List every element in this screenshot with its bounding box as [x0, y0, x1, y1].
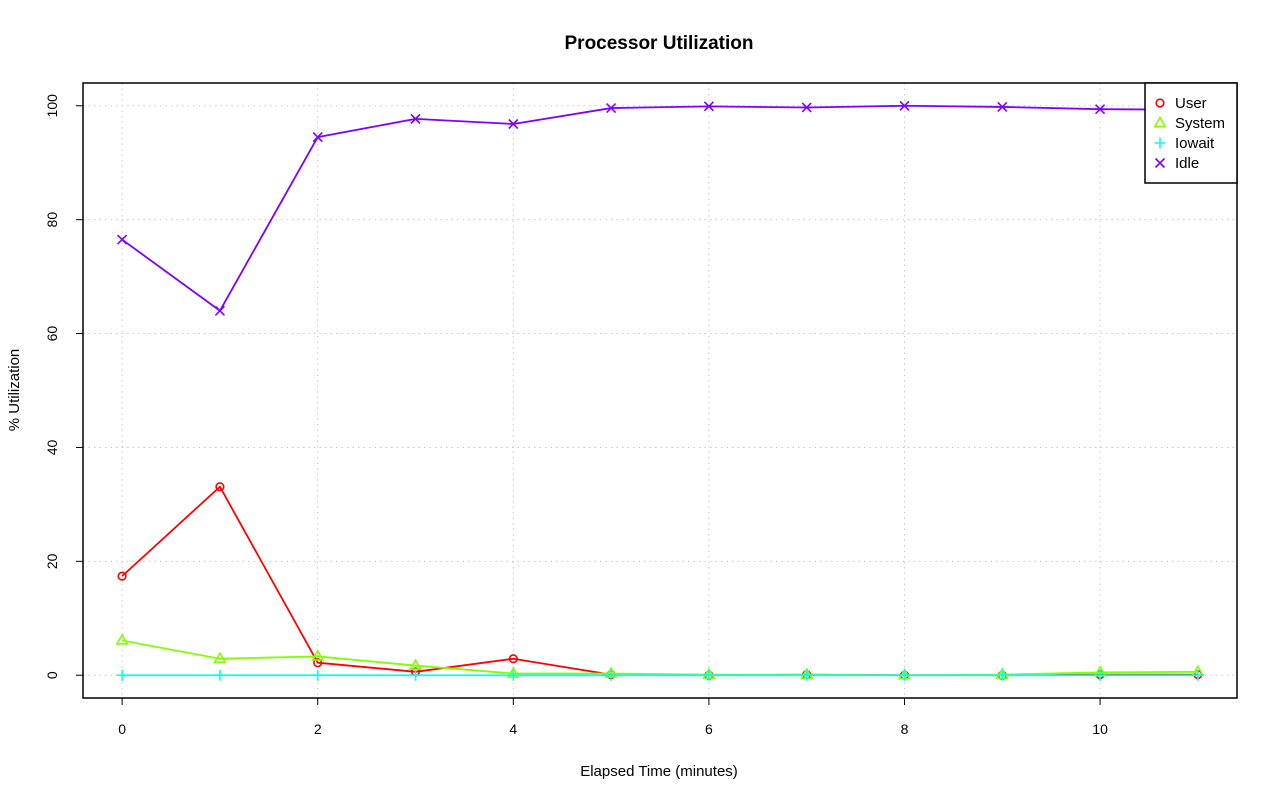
legend-label-system: System [1175, 115, 1225, 132]
y-tick-label: 80 [44, 212, 60, 228]
data-point-user [508, 654, 518, 664]
series-line-user [121, 485, 1198, 677]
data-point-idle [410, 113, 421, 124]
legend-item-idle: Idle [1154, 155, 1199, 172]
data-point-system [213, 651, 227, 664]
data-point-idle [312, 132, 323, 143]
x-tick-label: 6 [705, 721, 713, 737]
data-point-user [313, 658, 323, 668]
data-point-iowait [116, 669, 128, 681]
legend-marker-user [1155, 98, 1165, 108]
legend-label-iowait: Iowait [1175, 135, 1215, 152]
legend-marker-system [1153, 115, 1167, 128]
y-tick-label: 100 [44, 94, 60, 118]
y-tick-label: 40 [44, 439, 60, 455]
series-iowait [116, 669, 1204, 681]
x-tick-label: 4 [509, 721, 517, 737]
series-user [117, 482, 1203, 680]
data-point-idle [899, 100, 910, 111]
data-point-idle [117, 234, 128, 245]
data-point-iowait [996, 669, 1008, 681]
data-point-iowait [507, 669, 519, 681]
series [115, 100, 1205, 681]
y-tick-label: 0 [44, 671, 60, 679]
data-point-iowait [1192, 669, 1204, 681]
x-tick-label: 2 [314, 721, 322, 737]
y-tick-label: 60 [44, 326, 60, 342]
legend-item-user: User [1155, 95, 1207, 112]
x-tick-label: 0 [118, 721, 126, 737]
data-point-iowait [703, 669, 715, 681]
data-point-iowait [214, 669, 226, 681]
data-point-idle [214, 305, 225, 316]
data-point-system [408, 658, 423, 670]
series-line-system [121, 639, 1198, 677]
legend-marker-idle [1154, 157, 1166, 169]
data-point-idle [801, 102, 812, 113]
x-tick-label: 10 [1092, 721, 1108, 737]
data-point-iowait [801, 669, 813, 681]
chart-title: Processor Utilization [565, 33, 754, 54]
y-axis-title: % Utilization [6, 349, 23, 432]
data-point-system [115, 633, 129, 645]
x-tick-label: 8 [901, 721, 909, 737]
data-point-iowait [410, 669, 422, 681]
legend-label-idle: Idle [1175, 155, 1199, 172]
data-point-iowait [605, 669, 617, 681]
y-tick-label: 20 [44, 553, 60, 569]
data-point-system [311, 649, 325, 661]
legend: User System Iowait Idle [1144, 82, 1238, 184]
data-point-user [117, 571, 127, 581]
x-axis-title: Elapsed Time (minutes) [580, 763, 738, 780]
data-point-idle [703, 101, 714, 112]
legend-item-iowait: Iowait [1154, 135, 1215, 152]
data-point-iowait [312, 669, 324, 681]
data-point-idle [1095, 104, 1106, 115]
legend-label-user: User [1175, 95, 1207, 112]
series-line-idle [121, 104, 1198, 312]
series-system [115, 633, 1205, 680]
data-point-iowait [1094, 669, 1106, 681]
grid [83, 83, 1237, 698]
data-point-iowait [898, 669, 910, 681]
data-point-idle [606, 102, 617, 114]
data-point-user [215, 482, 225, 492]
data-point-idle [997, 101, 1008, 112]
plot-frame [82, 82, 1238, 699]
legend-marker-iowait [1154, 137, 1166, 149]
legend-item-system: System [1153, 115, 1225, 132]
series-idle [117, 100, 1203, 316]
data-point-idle [508, 118, 519, 130]
